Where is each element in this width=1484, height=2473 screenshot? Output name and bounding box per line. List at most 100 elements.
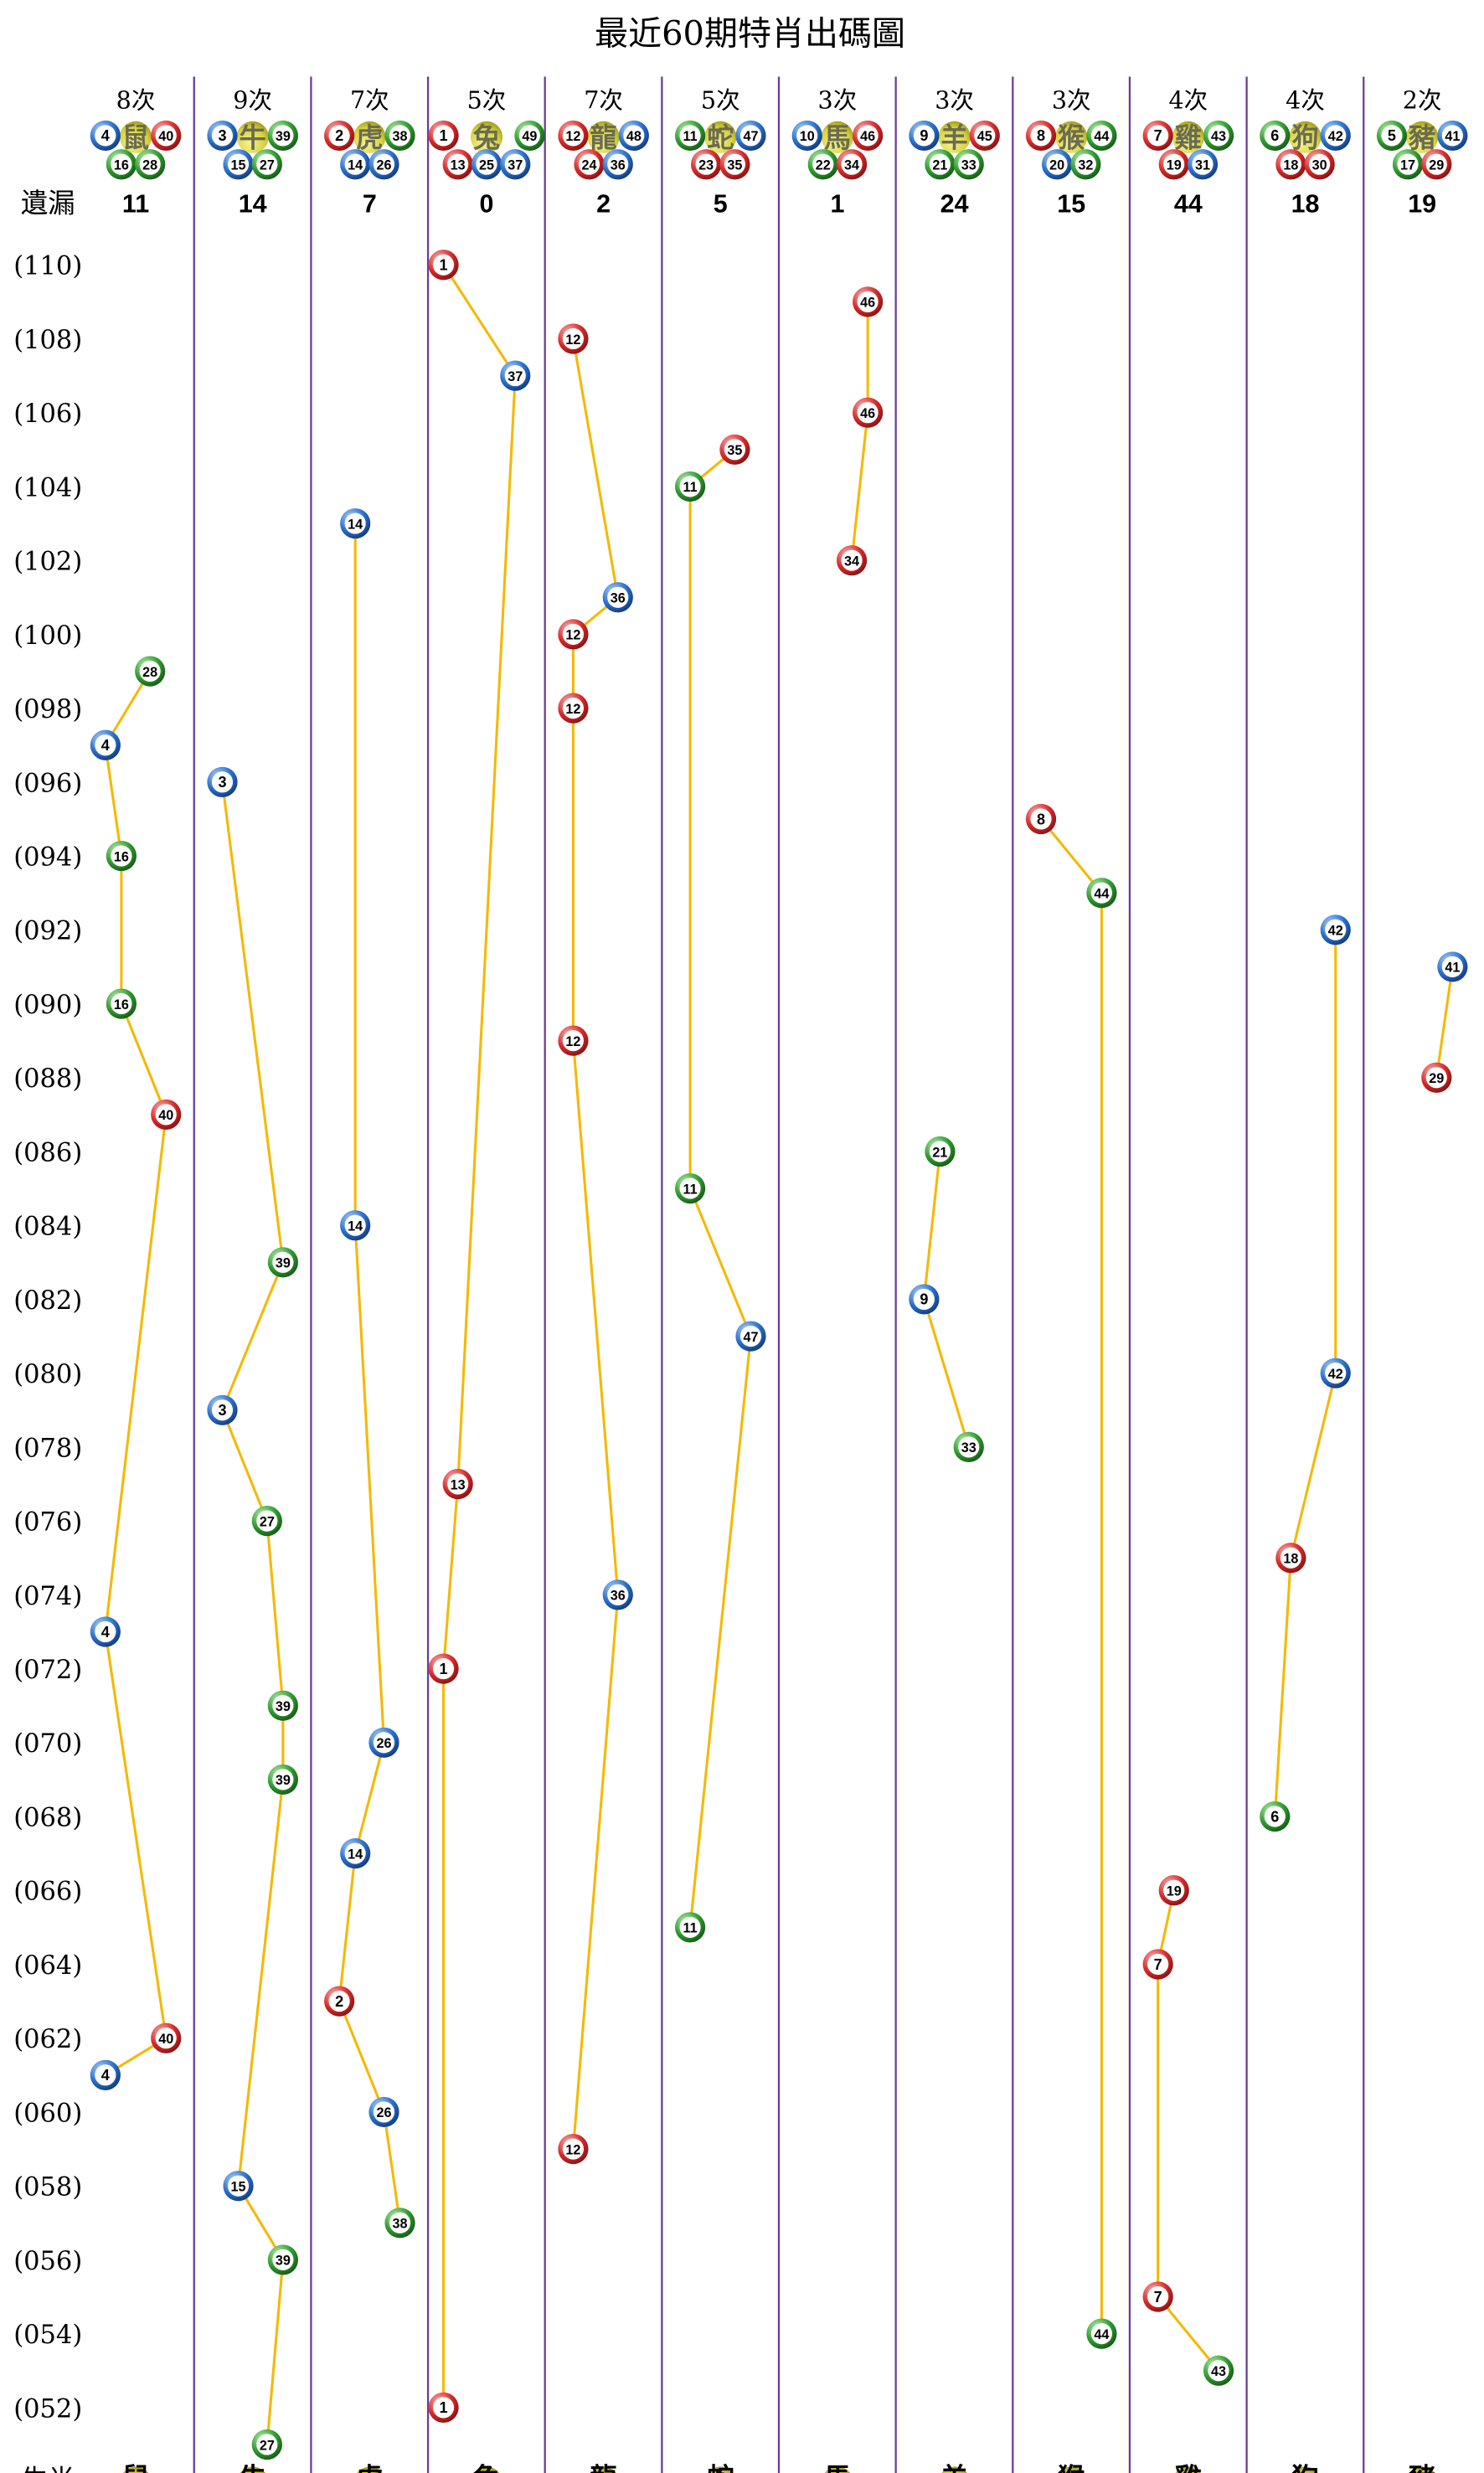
ball-face xyxy=(256,153,278,175)
zodiac-ball xyxy=(470,121,503,153)
zodiac-ball xyxy=(590,2466,616,2473)
header-ball: 18 xyxy=(1275,149,1306,180)
data-point: 38 xyxy=(384,2208,415,2239)
y-tick-label: (108) xyxy=(13,326,82,355)
header-ball: 3 xyxy=(207,120,238,152)
ball-face xyxy=(1208,2360,1229,2382)
connector-line xyxy=(104,744,123,857)
ball-face xyxy=(328,125,350,147)
zodiac-ball xyxy=(1058,2466,1085,2473)
zodiac-header: 兔 xyxy=(470,121,503,153)
ball-face xyxy=(432,2397,455,2419)
ball-face xyxy=(1425,153,1447,175)
zodiac-ball xyxy=(1289,121,1322,153)
header-ball: 46 xyxy=(853,120,884,152)
count-label: 7次 xyxy=(584,86,623,115)
header-ball: 10 xyxy=(791,120,822,152)
ball-face xyxy=(958,153,980,175)
ball-face xyxy=(95,2064,116,2086)
ball-face xyxy=(857,402,879,424)
ball-face xyxy=(1325,125,1347,147)
ball-number: 15 xyxy=(231,158,246,173)
header-ball: 36 xyxy=(602,149,633,180)
y-tick-label: (058) xyxy=(13,2173,82,2203)
ball-number: 49 xyxy=(522,129,537,144)
ball-number: 1 xyxy=(440,1661,448,1677)
ball-number: 46 xyxy=(860,296,875,311)
zodiac-name: 兔 xyxy=(473,2462,500,2473)
ball-face xyxy=(476,153,497,175)
header-ball: 47 xyxy=(735,120,766,152)
ball-number: 3 xyxy=(218,127,226,144)
header-ball: 17 xyxy=(1392,149,1424,180)
ball-number: 7 xyxy=(1154,127,1162,144)
connector-line xyxy=(104,1631,167,2038)
ball-face xyxy=(812,153,834,175)
ball-number: 11 xyxy=(683,1182,698,1197)
ball-face xyxy=(272,1251,294,1273)
zodiac-name: 鼠 xyxy=(122,121,149,153)
ball-face xyxy=(974,125,996,147)
data-point: 11 xyxy=(674,471,706,502)
connector-line xyxy=(688,1188,752,1337)
ball-face xyxy=(389,125,411,147)
zodiac-footer: 牛 xyxy=(239,2462,266,2473)
zodiac-ball xyxy=(1172,121,1204,153)
data-point: 21 xyxy=(925,1136,956,1167)
y-tick-label: (072) xyxy=(13,1656,82,1685)
ball-number: 4 xyxy=(101,1624,110,1641)
connector-line xyxy=(1289,1373,1337,1559)
ball-number: 10 xyxy=(800,129,815,144)
zodiac-ball xyxy=(824,2466,851,2473)
data-point: 8 xyxy=(1025,803,1057,835)
ball-face xyxy=(1397,153,1419,175)
ball-face xyxy=(1030,125,1052,147)
ball-number: 19 xyxy=(1167,158,1182,173)
zodiac-name: 豬 xyxy=(1409,2462,1435,2473)
connector-line xyxy=(850,412,869,561)
header-ball: 45 xyxy=(969,120,1000,152)
data-point: 15 xyxy=(223,2171,254,2202)
ball-face xyxy=(679,125,701,147)
data-point: 6 xyxy=(1260,1801,1291,1832)
chart-title: 最近60期特肖出碼圖 xyxy=(595,14,905,53)
data-point: 12 xyxy=(558,1025,589,1056)
ball-face xyxy=(1280,153,1301,175)
data-point: 37 xyxy=(500,360,531,391)
ball-number: 36 xyxy=(611,158,626,173)
ball-number: 7 xyxy=(1154,1956,1162,1973)
zodiac-ball xyxy=(708,2466,734,2473)
ball-face xyxy=(518,125,540,147)
ball-face xyxy=(1441,125,1463,147)
count-label: 4次 xyxy=(1286,86,1325,115)
connector-line xyxy=(104,1114,167,1632)
zodiac-name: 狗 xyxy=(1291,2462,1318,2473)
header-ball: 24 xyxy=(574,149,605,180)
zodiac-name: 鼠 xyxy=(122,2462,149,2473)
ball-face xyxy=(373,153,395,175)
ball-number: 12 xyxy=(565,702,580,717)
ball-number: 40 xyxy=(158,1108,173,1123)
ball-face xyxy=(111,845,132,867)
ball-number: 11 xyxy=(683,129,698,144)
zodiac-header: 馬 xyxy=(821,121,853,153)
ball-number: 26 xyxy=(376,158,391,173)
ball-face xyxy=(562,125,585,147)
data-point: 36 xyxy=(602,582,633,613)
missed-value: 14 xyxy=(239,189,267,218)
y-tick-label: (078) xyxy=(13,1434,82,1463)
ball-face xyxy=(211,771,234,793)
ball-face xyxy=(607,153,629,175)
ball-number: 33 xyxy=(961,158,976,173)
header-ball: 49 xyxy=(514,120,545,152)
ball-number: 37 xyxy=(508,369,523,384)
ball-number: 46 xyxy=(860,406,875,421)
ball-face xyxy=(111,153,132,175)
zodiac-footer: 馬 xyxy=(824,2462,851,2473)
ball-face xyxy=(724,153,746,175)
ball-face xyxy=(1425,1067,1447,1089)
zodiac-ball xyxy=(473,2466,500,2473)
ball-face xyxy=(857,125,879,147)
y-tick-label: (074) xyxy=(13,1582,82,1611)
y-tick-label: (062) xyxy=(13,2025,82,2054)
